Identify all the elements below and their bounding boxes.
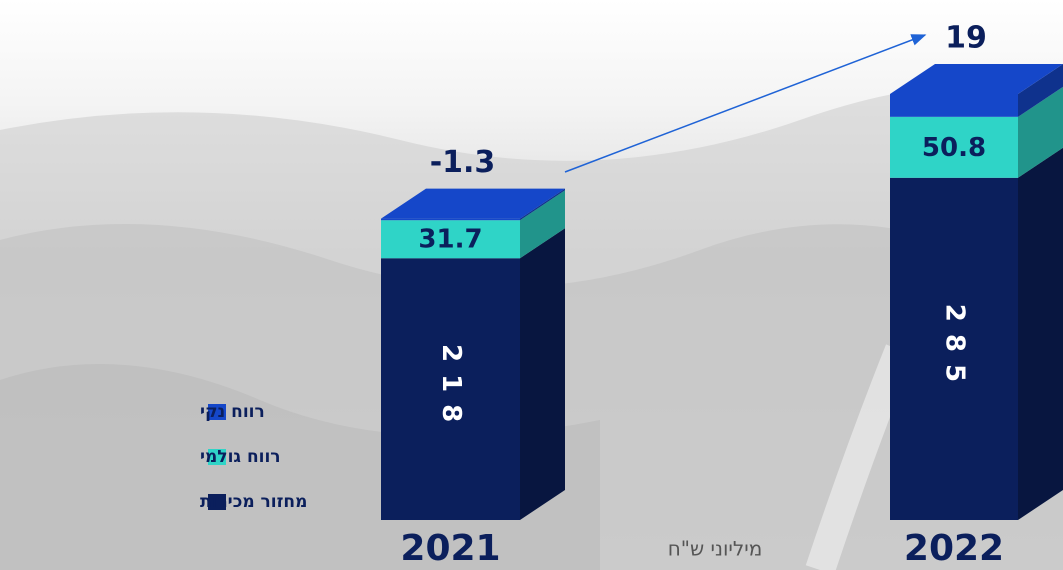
value-label: 50.8 xyxy=(922,133,986,163)
x-tick-label: 2021 xyxy=(400,528,500,569)
bar-top xyxy=(890,64,1063,94)
bar-segment xyxy=(381,218,520,221)
growth-arrow xyxy=(564,34,927,173)
legend-label: רווח גולמי xyxy=(200,447,281,467)
bar-segment xyxy=(890,94,1018,117)
unit-label: מיליוני ש"ח xyxy=(668,537,763,561)
value-label: 218 xyxy=(436,344,466,434)
bar-side xyxy=(1018,147,1063,520)
bar-segment xyxy=(890,116,1018,178)
value-label: 19 xyxy=(945,21,987,56)
x-tick-label: 2022 xyxy=(904,528,1004,569)
bar-side xyxy=(520,188,565,221)
bar-segment xyxy=(381,258,520,520)
bar-top xyxy=(381,188,565,219)
bar-side xyxy=(520,190,565,259)
bar-side xyxy=(520,228,565,520)
value-label: 285 xyxy=(940,304,970,394)
bar-side xyxy=(1018,86,1063,178)
bar-segment xyxy=(890,177,1018,520)
value-label: 31.7 xyxy=(418,225,482,255)
legend-swatch xyxy=(208,494,226,510)
bar-segment xyxy=(381,220,520,259)
bar-side xyxy=(1018,64,1063,117)
value-label: -1.3 xyxy=(430,145,496,180)
legend-label: מחזור מכירות xyxy=(200,492,307,512)
legend-swatch xyxy=(208,404,226,420)
legend-swatch xyxy=(208,449,226,465)
legend-label: רווח נקי xyxy=(200,402,265,422)
